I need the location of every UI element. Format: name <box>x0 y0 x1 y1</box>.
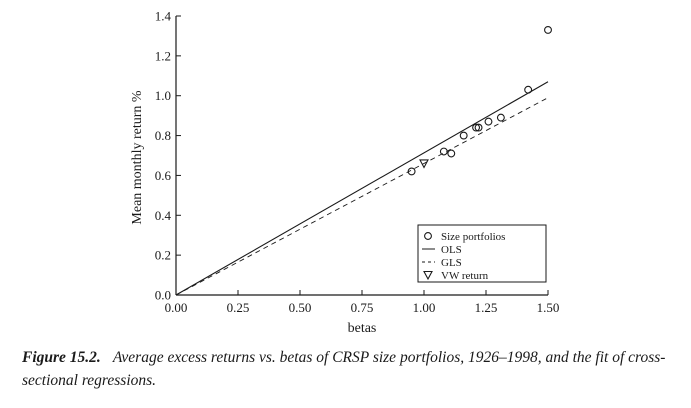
y-tick-label: 0.6 <box>155 168 172 183</box>
x-axis-title: betas <box>348 321 377 336</box>
size-portfolio-point <box>496 113 505 122</box>
ols-line <box>175 81 549 296</box>
size-portfolio-point <box>544 26 552 34</box>
x-tick-label: 1.00 <box>413 300 436 315</box>
legend-label: Size portfolios <box>441 231 505 243</box>
size-portfolio-point <box>484 117 493 126</box>
y-tick-label: 0.2 <box>155 248 171 263</box>
x-tick-label: 0.25 <box>227 300 250 315</box>
x-tick-label: 1.25 <box>475 300 498 315</box>
plot-area <box>175 26 552 296</box>
legend-swatch <box>424 232 432 240</box>
chart: 0.00 0.25 0.50 0.75 1.00 1.25 1.50 0.0 0.2 0.4 0.6… <box>130 9 560 337</box>
vw-return-point <box>419 159 429 169</box>
x-tick-label: 1.50 <box>537 300 560 315</box>
size-portfolio-point <box>472 123 481 132</box>
axes: 0.00 0.25 0.50 0.75 1.00 1.25 1.50 0.0 0.2 0.4 0.6… <box>155 9 560 316</box>
caption-text: Average excess returns vs. betas of CRSP… <box>22 349 666 389</box>
y-axis-title: Mean monthly return % <box>130 90 145 224</box>
caption-label: Figure 15.2. <box>22 349 101 366</box>
y-tick-label: 0.0 <box>155 288 171 303</box>
legend-label: OLS <box>441 244 462 256</box>
legend-label: GLS <box>441 257 462 269</box>
y-tick-label: 0.8 <box>155 128 171 143</box>
y-tick-label: 1.2 <box>155 48 171 63</box>
size-portfolio-point <box>459 131 468 140</box>
y-tick-label: 1.4 <box>155 9 172 24</box>
legend-swatch <box>423 270 433 281</box>
x-tick-label: 0.00 <box>165 300 188 315</box>
y-tick-label: 0.4 <box>155 208 172 223</box>
gls-line <box>175 97 549 296</box>
legend-label: VW return <box>441 270 489 282</box>
legend-box <box>417 224 547 283</box>
x-tick-label: 0.75 <box>351 300 374 315</box>
size-portfolio-point <box>474 123 483 132</box>
x-tick-label: 0.50 <box>289 300 312 315</box>
y-tick-label: 1.0 <box>155 88 171 103</box>
size-portfolio-point <box>447 149 456 158</box>
figure-caption: Figure 15.2. Average excess returns vs. b… <box>22 346 682 392</box>
